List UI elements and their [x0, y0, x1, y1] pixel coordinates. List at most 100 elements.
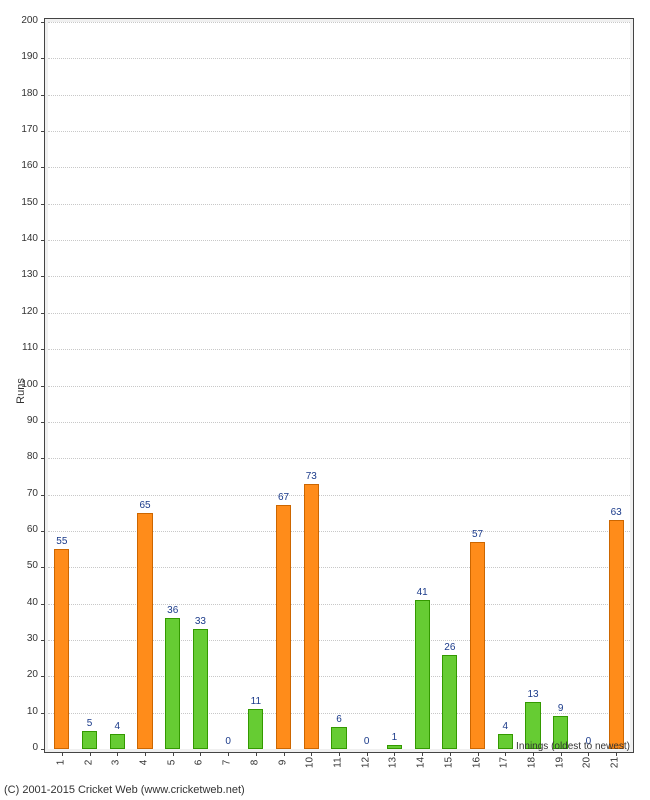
xtick-label: 11: [333, 753, 344, 773]
bar-value-label: 6: [336, 714, 342, 725]
plot-inner: 555465363301167736014126574139063: [48, 22, 630, 749]
ytick-label: 180: [4, 89, 38, 99]
ytick: [41, 349, 45, 350]
gridline: [48, 422, 630, 423]
xtick-label: 5: [166, 753, 177, 773]
ytick-label: 50: [4, 561, 38, 571]
xtick-label: 2: [83, 753, 94, 773]
gridline: [48, 458, 630, 459]
xtick-label: 15: [443, 753, 454, 773]
ytick: [41, 22, 45, 23]
bar: [470, 542, 485, 749]
bar: [415, 600, 430, 749]
bar: [331, 727, 346, 749]
xtick-label: 9: [277, 753, 288, 773]
ytick-label: 160: [4, 161, 38, 171]
ytick: [41, 749, 45, 750]
xtick-label: 17: [499, 753, 510, 773]
bar: [248, 709, 263, 749]
bar-value-label: 63: [611, 507, 622, 518]
bar: [304, 484, 319, 749]
bar-value-label: 9: [558, 703, 564, 714]
xtick-label: 14: [416, 753, 427, 773]
gridline: [48, 604, 630, 605]
bar: [82, 731, 97, 749]
gridline: [48, 676, 630, 677]
gridline: [48, 567, 630, 568]
chart-container: 555465363301167736014126574139063 Runs I…: [0, 0, 650, 800]
gridline: [48, 349, 630, 350]
ytick: [41, 604, 45, 605]
ytick-label: 200: [4, 16, 38, 26]
ytick-label: 90: [4, 416, 38, 426]
ytick: [41, 676, 45, 677]
ytick-label: 190: [4, 52, 38, 62]
xtick-label: 1: [55, 753, 66, 773]
bar: [276, 505, 291, 749]
gridline: [48, 22, 630, 23]
bar-value-label: 36: [167, 605, 178, 616]
ytick-label: 150: [4, 198, 38, 208]
bar: [387, 745, 402, 749]
xtick-label: 6: [194, 753, 205, 773]
bar-value-label: 4: [503, 721, 509, 732]
gridline: [48, 95, 630, 96]
bar: [498, 734, 513, 749]
ytick: [41, 131, 45, 132]
ytick: [41, 531, 45, 532]
xtick-label: 19: [554, 753, 565, 773]
ytick: [41, 58, 45, 59]
ytick-label: 100: [4, 380, 38, 390]
bar-value-label: 4: [115, 721, 121, 732]
xtick-label: 8: [249, 753, 260, 773]
bar-value-label: 67: [278, 492, 289, 503]
xtick-label: 18: [527, 753, 538, 773]
xtick-label: 3: [111, 753, 122, 773]
ytick: [41, 240, 45, 241]
ytick: [41, 458, 45, 459]
ytick: [41, 276, 45, 277]
ytick-label: 0: [4, 743, 38, 753]
bar-value-label: 73: [306, 471, 317, 482]
ytick-label: 40: [4, 598, 38, 608]
ytick-label: 110: [4, 343, 38, 353]
bar-value-label: 33: [195, 616, 206, 627]
bar-value-label: 26: [444, 642, 455, 653]
ytick-label: 20: [4, 670, 38, 680]
gridline: [48, 240, 630, 241]
bar: [110, 734, 125, 749]
ytick: [41, 95, 45, 96]
gridline: [48, 167, 630, 168]
xtick-label: 7: [222, 753, 233, 773]
xtick-label: 13: [388, 753, 399, 773]
ytick: [41, 204, 45, 205]
ytick: [41, 495, 45, 496]
ytick: [41, 167, 45, 168]
bar-value-label: 0: [364, 736, 370, 747]
ytick: [41, 422, 45, 423]
x-axis-title: Innings (oldest to newest): [516, 741, 630, 752]
bar-value-label: 1: [392, 732, 398, 743]
ytick: [41, 713, 45, 714]
ytick: [41, 313, 45, 314]
bar-value-label: 55: [56, 536, 67, 547]
bar: [193, 629, 208, 749]
bar: [609, 520, 624, 749]
gridline: [48, 131, 630, 132]
ytick-label: 60: [4, 525, 38, 535]
copyright-text: (C) 2001-2015 Cricket Web (www.cricketwe…: [4, 784, 245, 796]
ytick-label: 130: [4, 270, 38, 280]
bar-value-label: 0: [225, 736, 231, 747]
xtick-label: 21: [610, 753, 621, 773]
gridline: [48, 204, 630, 205]
xtick-label: 10: [305, 753, 316, 773]
ytick-label: 70: [4, 489, 38, 499]
ytick-label: 140: [4, 234, 38, 244]
ytick-label: 10: [4, 707, 38, 717]
xtick-label: 4: [139, 753, 150, 773]
bar-value-label: 13: [527, 689, 538, 700]
bar-value-label: 5: [87, 718, 93, 729]
gridline: [48, 640, 630, 641]
bar: [165, 618, 180, 749]
bar-value-label: 65: [139, 500, 150, 511]
